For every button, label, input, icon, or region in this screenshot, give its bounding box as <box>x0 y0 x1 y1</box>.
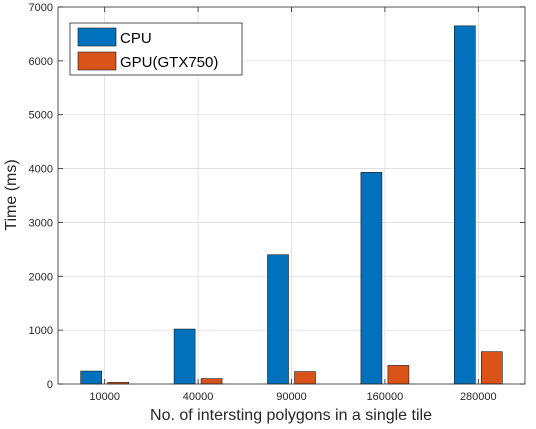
legend-swatch-cpu <box>77 27 117 47</box>
bar-cpu-160000 <box>360 172 383 385</box>
legend-swatch-gpu <box>77 51 117 71</box>
bar-cpu-10000 <box>80 370 102 385</box>
bar-cpu-90000 <box>267 254 289 385</box>
legend: CPU GPU(GTX750) <box>69 22 243 76</box>
y-tick-label: 6000 <box>29 56 53 68</box>
x-tick-label: 160000 <box>367 391 404 403</box>
y-tick-label: 0 <box>47 379 53 391</box>
bar-gpu-90000 <box>294 371 316 385</box>
x-tick-label: 10000 <box>89 391 120 403</box>
ticks: 0 1000 2000 3000 4000 5000 6000 7000 10000 40000 9… <box>29 2 525 403</box>
legend-label-cpu: CPU <box>120 30 152 47</box>
x-tick-label: 90000 <box>276 391 307 403</box>
bar-gpu-280000 <box>480 351 503 385</box>
y-tick-label: 2000 <box>29 271 53 283</box>
y-tick-label: 1000 <box>29 325 53 337</box>
y-tick-label: 4000 <box>29 164 53 176</box>
y-tick-label: 7000 <box>29 2 53 14</box>
legend-label-gpu: GPU(GTX750) <box>120 54 218 71</box>
bar-gpu-160000 <box>387 365 410 385</box>
y-tick-label: 5000 <box>29 110 53 122</box>
y-axis-title: Time (ms) <box>3 159 20 230</box>
bar-gpu-40000 <box>200 378 223 385</box>
x-tick-label: 280000 <box>460 391 497 403</box>
bar-cpu-280000 <box>453 25 476 385</box>
x-tick-label: 40000 <box>183 391 214 403</box>
bars <box>80 25 503 385</box>
y-tick-label: 3000 <box>29 217 53 229</box>
bar-cpu-40000 <box>173 328 196 385</box>
x-axis-title: No. of intersting polygons in a single t… <box>150 407 432 424</box>
